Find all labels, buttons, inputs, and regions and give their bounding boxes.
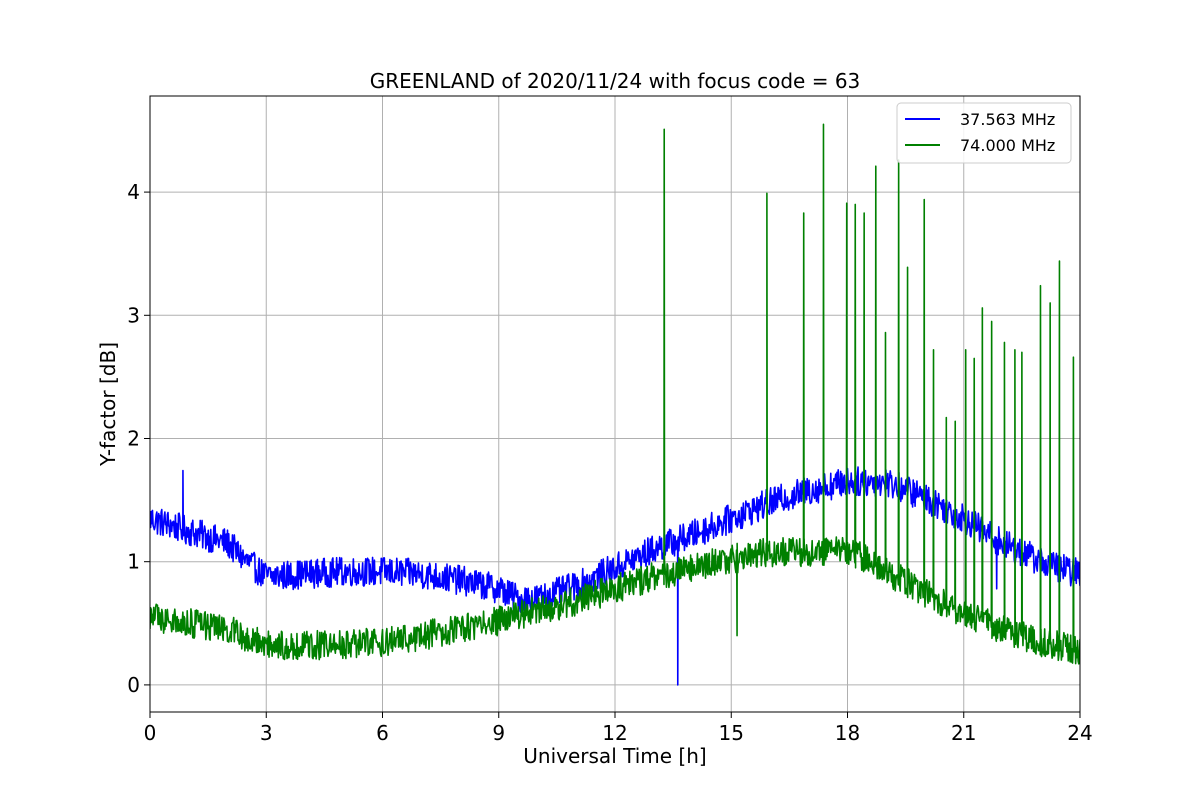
legend: 37.563 MHz 74.000 MHz bbox=[896, 102, 1072, 164]
x-axis-ticks: 0 3 6 9 12 15 18 21 24 bbox=[144, 712, 1093, 745]
y-tick-label: 4 bbox=[127, 180, 140, 204]
y-tick-label: 1 bbox=[127, 550, 140, 574]
legend-label-series-1: 37.563 MHz bbox=[960, 110, 1055, 129]
series-line-2 bbox=[150, 123, 1080, 665]
x-tick-label: 15 bbox=[719, 721, 744, 745]
y-axis-label: Y-factor [dB] bbox=[96, 342, 120, 467]
y-tick-label: 3 bbox=[127, 303, 140, 327]
x-tick-label: 0 bbox=[144, 721, 157, 745]
x-tick-label: 3 bbox=[260, 721, 273, 745]
x-tick-label: 21 bbox=[951, 721, 976, 745]
series-layer bbox=[150, 123, 1080, 686]
x-tick-label: 18 bbox=[835, 721, 860, 745]
x-tick-label: 12 bbox=[602, 721, 627, 745]
y-tick-label: 0 bbox=[127, 673, 140, 697]
x-tick-label: 6 bbox=[376, 721, 389, 745]
legend-box bbox=[896, 102, 1072, 164]
legend-label-series-2: 74.000 MHz bbox=[960, 136, 1055, 155]
x-axis-label: Universal Time [h] bbox=[523, 744, 706, 768]
y-tick-label: 2 bbox=[127, 426, 140, 450]
y-axis-ticks: 0 1 2 3 4 bbox=[127, 180, 150, 697]
series-line-1 bbox=[150, 466, 1080, 686]
x-tick-label: 9 bbox=[492, 721, 505, 745]
chart-title: GREENLAND of 2020/11/24 with focus code … bbox=[370, 69, 861, 93]
x-tick-label: 24 bbox=[1067, 721, 1092, 745]
